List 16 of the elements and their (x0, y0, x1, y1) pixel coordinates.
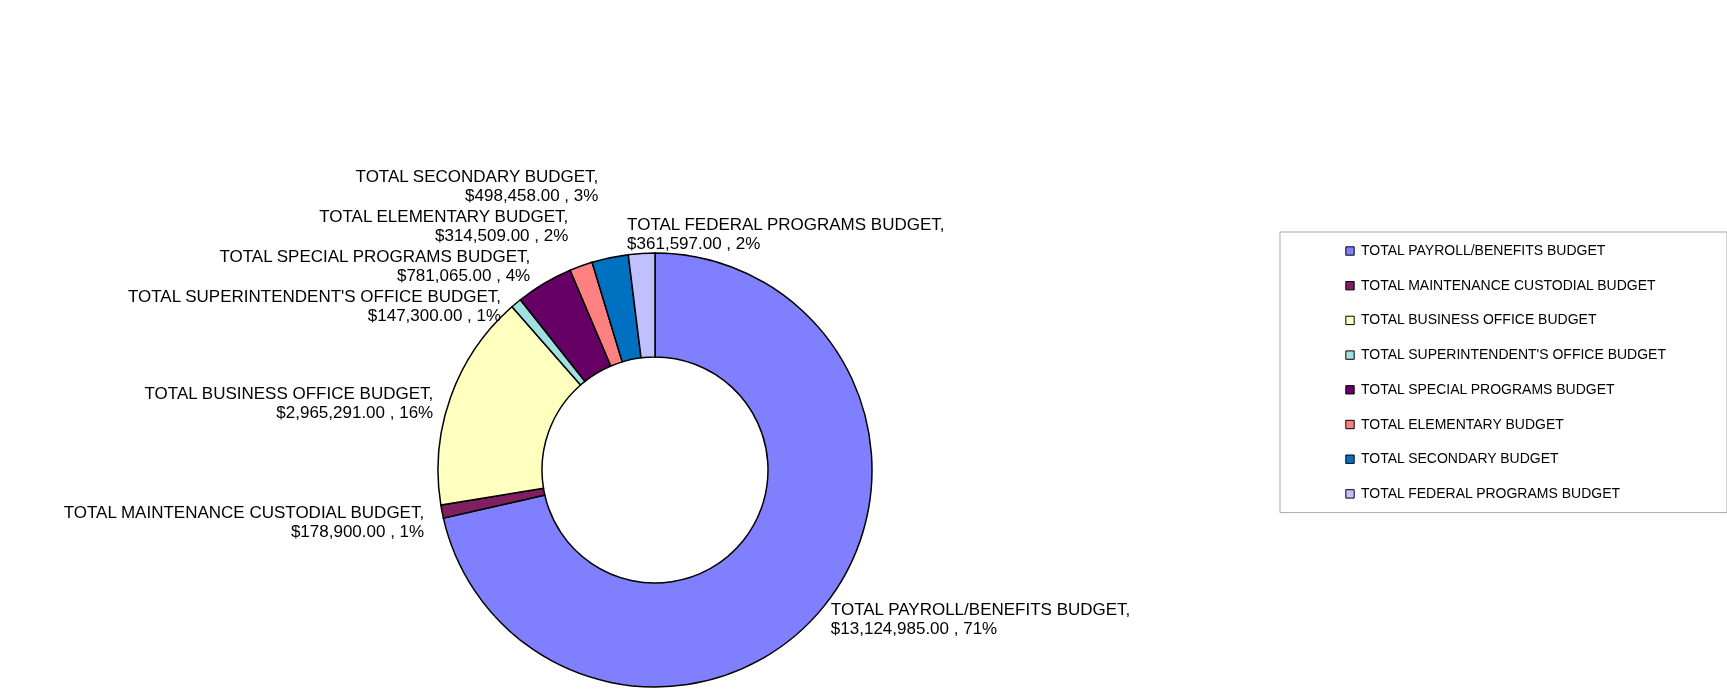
data-label: TOTAL MAINTENANCE CUSTODIAL BUDGET, $178,900.00 , 1% (63, 503, 425, 542)
legend-label: TOTAL PAYROLL/BENEFITS BUDGET (1361, 242, 1606, 258)
legend-label: TOTAL SPECIAL PROGRAMS BUDGET (1361, 380, 1616, 397)
data-label: TOTAL SECONDARY BUDGET, $498,458.00 , 3% (355, 167, 599, 206)
legend-label: TOTAL SUPERINTENDENT'S OFFICE BUDGET (1361, 346, 1667, 363)
data-label: TOTAL SPECIAL PROGRAMS BUDGET, $781,065.00 , 4% (219, 247, 531, 286)
legend-label: TOTAL SECONDARY BUDGET (1361, 450, 1560, 467)
data-label: TOTAL BUSINESS OFFICE BUDGET, $2,965,291.00 , 16% (144, 384, 434, 422)
legend-label: TOTAL FEDERAL PROGRAMS BUDGET (1361, 484, 1621, 501)
legend-label: TOTAL ELEMENTARY BUDGET (1361, 415, 1565, 432)
data-label: TOTAL PAYROLL/BENEFITS BUDGET, $13,124,985.00 , 71% (830, 600, 1131, 639)
data-label: TOTAL SUPERINTENDENT'S OFFICE BUDGET, $147,300.00 , 1% (127, 287, 502, 326)
legend-label: TOTAL BUSINESS OFFICE BUDGET (1361, 311, 1597, 328)
legend-label: TOTAL MAINTENANCE CUSTODIAL BUDGET (1361, 276, 1657, 293)
data-label: TOTAL ELEMENTARY BUDGET, $314,509.00 , 2% (319, 207, 569, 246)
data-label: TOTAL FEDERAL PROGRAMS BUDGET, $361,597.00 , 2% (627, 215, 945, 254)
